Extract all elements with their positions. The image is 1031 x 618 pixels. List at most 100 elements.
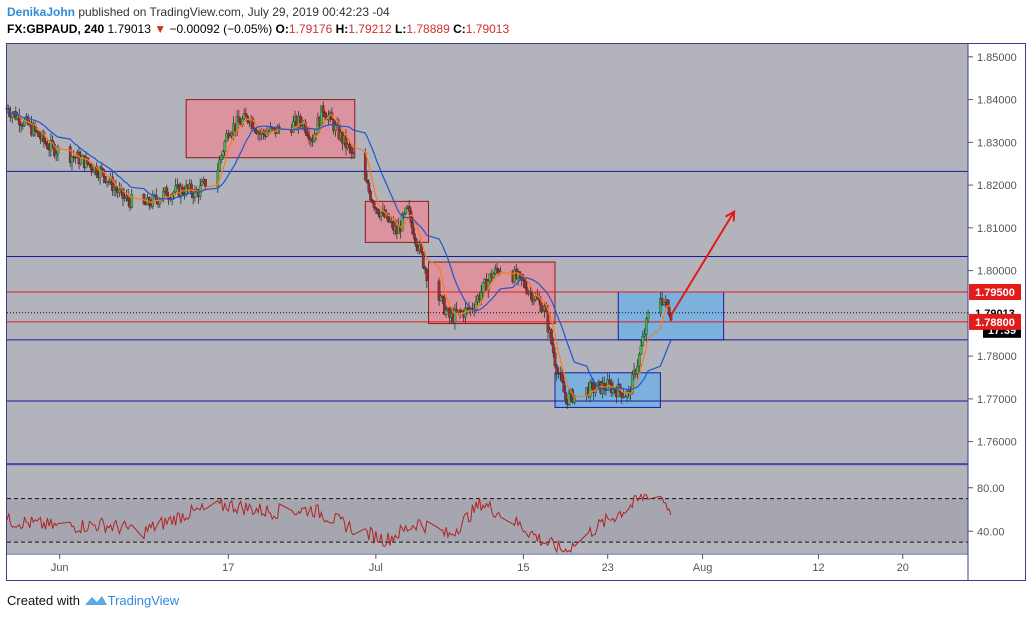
publish-info: DenikaJohn published on TradingView.com,…	[7, 5, 390, 19]
candle-body	[244, 113, 248, 117]
high-value: 1.79212	[348, 22, 392, 36]
candle-body	[530, 291, 534, 302]
author-name[interactable]: DenikaJohn	[7, 5, 76, 19]
candle-body	[323, 112, 327, 117]
time-tick-label: 12	[812, 562, 824, 574]
candle-body	[104, 176, 107, 183]
candle-body	[662, 301, 666, 305]
candle-body	[608, 379, 611, 384]
candle-body	[516, 271, 520, 279]
candle-body	[413, 233, 416, 240]
candle-body	[14, 111, 18, 120]
candle-body	[425, 269, 429, 282]
candle-body	[441, 295, 444, 298]
candle-body	[370, 199, 374, 203]
candle-body	[546, 311, 550, 333]
candle-body	[54, 153, 58, 157]
time-tick-label: Jun	[51, 562, 69, 574]
candle-body	[351, 152, 355, 154]
candle-body	[349, 147, 353, 153]
time-tick-label: Jul	[369, 562, 383, 574]
candle-body	[550, 329, 553, 345]
time-tick-label: 23	[602, 562, 614, 574]
time-tick-label: 20	[897, 562, 909, 574]
open-value: 1.79176	[288, 22, 333, 36]
candle-body	[493, 267, 497, 274]
candle-body	[643, 334, 646, 337]
candle-body	[114, 187, 118, 191]
price-tick-label: 1.77000	[977, 394, 1017, 406]
last-price: 1.79013	[107, 22, 151, 36]
candle-body	[56, 146, 60, 154]
candle-body	[458, 310, 462, 313]
candle-body	[121, 188, 125, 199]
low-label: L:	[395, 22, 407, 36]
candle-body	[37, 131, 40, 137]
candle-body	[495, 267, 499, 271]
candle-body	[305, 132, 309, 136]
candle-body	[79, 156, 83, 165]
candle-body	[376, 208, 379, 214]
candle-body	[409, 211, 413, 223]
candle-body	[523, 280, 527, 288]
candle-body	[404, 207, 408, 214]
price-pane[interactable]	[7, 44, 968, 464]
symbol-legend: FX:GBPAUD, 240 1.79013 ▼ −0.00092 (−0.05…	[7, 22, 509, 36]
candle-body	[98, 167, 102, 178]
price-tick-label: 1.84000	[977, 95, 1017, 107]
candle-body	[316, 117, 320, 134]
candle-body	[365, 180, 369, 183]
candle-body	[646, 312, 650, 319]
candle-body	[204, 179, 207, 187]
candle-body	[639, 345, 643, 355]
candle-body	[130, 193, 134, 208]
candle-body	[522, 279, 525, 281]
candle-body	[298, 116, 302, 124]
candle-body	[348, 143, 351, 148]
time-tick-label: Aug	[693, 562, 713, 574]
projection-arrow	[670, 211, 736, 317]
candle-body	[386, 213, 390, 222]
candle-body	[588, 382, 592, 397]
candle-body	[402, 213, 406, 215]
candle-body	[572, 395, 576, 403]
price-tick-label: 1.76000	[977, 437, 1017, 449]
candle-body	[107, 181, 111, 183]
candle-body	[641, 336, 645, 347]
price-label-lower-bg	[969, 313, 1021, 330]
candle-body	[437, 280, 441, 301]
candle-body	[392, 221, 395, 231]
candle-body	[68, 146, 72, 163]
candle-body	[560, 372, 564, 382]
candle-body	[439, 295, 443, 301]
candle-body	[95, 165, 98, 176]
candle-body	[660, 298, 664, 305]
candle-body	[623, 396, 627, 398]
candle-body	[602, 382, 606, 390]
candle-body	[44, 141, 47, 144]
candle-body	[562, 381, 566, 393]
price-tick-label: 1.80000	[977, 266, 1017, 278]
candle-body	[223, 141, 227, 152]
price-label-upper-bg	[969, 283, 1021, 300]
candle-body	[314, 133, 318, 135]
candle-body	[165, 187, 169, 198]
tradingview-brand-link[interactable]: TradingView	[107, 593, 180, 608]
chart-frame	[6, 43, 1026, 581]
candle-body	[374, 207, 378, 210]
price-tick-label: 1.81000	[977, 223, 1017, 235]
candle-body	[481, 282, 485, 293]
candle-body	[251, 118, 255, 129]
candle-body	[118, 189, 121, 193]
rsi-tick-label: 80.00	[977, 483, 1005, 495]
open-label: O:	[275, 22, 289, 36]
published-text: published on TradingView.com, July 29, 2…	[78, 5, 390, 19]
candle-body	[320, 105, 323, 126]
price-label-lower: 1.78800	[975, 317, 1015, 329]
candle-body	[444, 309, 448, 315]
rsi-line	[6, 492, 672, 554]
candle-body	[49, 140, 53, 151]
candle-body	[228, 135, 232, 138]
candle-body	[42, 132, 46, 142]
